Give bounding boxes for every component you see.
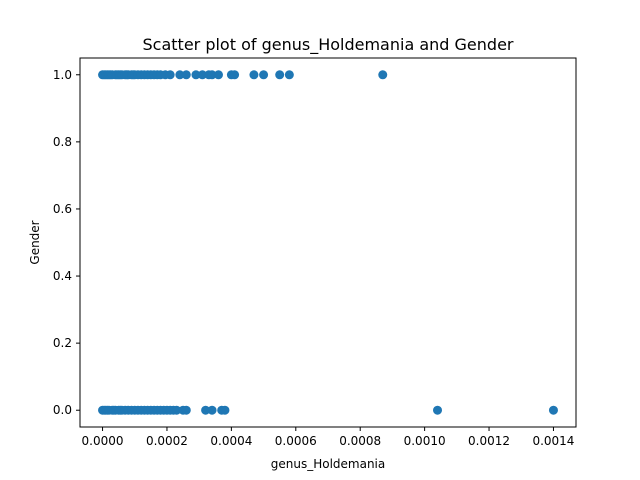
scatter-point bbox=[433, 405, 443, 415]
scatter-point bbox=[259, 70, 269, 80]
y-tick-label: 1.0 bbox=[53, 68, 72, 82]
scatter-point bbox=[207, 70, 217, 80]
x-tick-label: 0.0012 bbox=[468, 434, 510, 448]
plot-area-frame bbox=[79, 57, 577, 428]
scatter-point bbox=[181, 405, 191, 415]
x-tick-label: 0.0002 bbox=[146, 434, 188, 448]
scatter-point bbox=[378, 70, 388, 80]
x-tick-label: 0.0004 bbox=[210, 434, 252, 448]
x-tick-label: 0.0008 bbox=[339, 434, 381, 448]
y-axis-label: Gender bbox=[28, 220, 42, 264]
y-tick-label: 0.4 bbox=[53, 269, 72, 283]
scatter-point bbox=[201, 405, 211, 415]
scatter-point bbox=[175, 70, 185, 80]
y-tick-label: 0.2 bbox=[53, 336, 72, 350]
y-axis-ticks: 0.0 0.2 0.4 0.6 0.8 1.0 bbox=[53, 68, 80, 417]
scatter-point bbox=[249, 70, 259, 80]
scatter-point bbox=[207, 405, 217, 415]
x-tick-label: 0.0010 bbox=[404, 434, 446, 448]
scatter-point bbox=[191, 70, 201, 80]
scatter-point bbox=[275, 70, 285, 80]
scatter-point bbox=[197, 70, 207, 80]
scatter-point bbox=[213, 70, 223, 80]
x-tick-label: 0.0006 bbox=[275, 434, 317, 448]
x-axis-ticks: 0.0000 0.0002 0.0004 0.0006 0.0008 0.0010 0.00… bbox=[82, 427, 574, 448]
scatter-point bbox=[181, 70, 191, 80]
scatter-point bbox=[284, 70, 294, 80]
y-tick-label: 0.8 bbox=[53, 135, 72, 149]
scatter-point bbox=[230, 70, 240, 80]
scatter-point bbox=[548, 405, 558, 415]
scatter-point bbox=[172, 405, 182, 415]
chart-title: Scatter plot of genus_Holdemania and Gen… bbox=[143, 35, 514, 55]
scatter-point bbox=[220, 405, 230, 415]
x-axis-label: genus_Holdemania bbox=[271, 457, 386, 471]
y-tick-label: 0.6 bbox=[53, 202, 72, 216]
x-tick-label: 0.0000 bbox=[82, 434, 124, 448]
y-tick-label: 0.0 bbox=[53, 403, 72, 417]
scatter-points bbox=[98, 70, 558, 415]
x-tick-label: 0.0014 bbox=[532, 434, 574, 448]
scatter-point bbox=[165, 70, 175, 80]
